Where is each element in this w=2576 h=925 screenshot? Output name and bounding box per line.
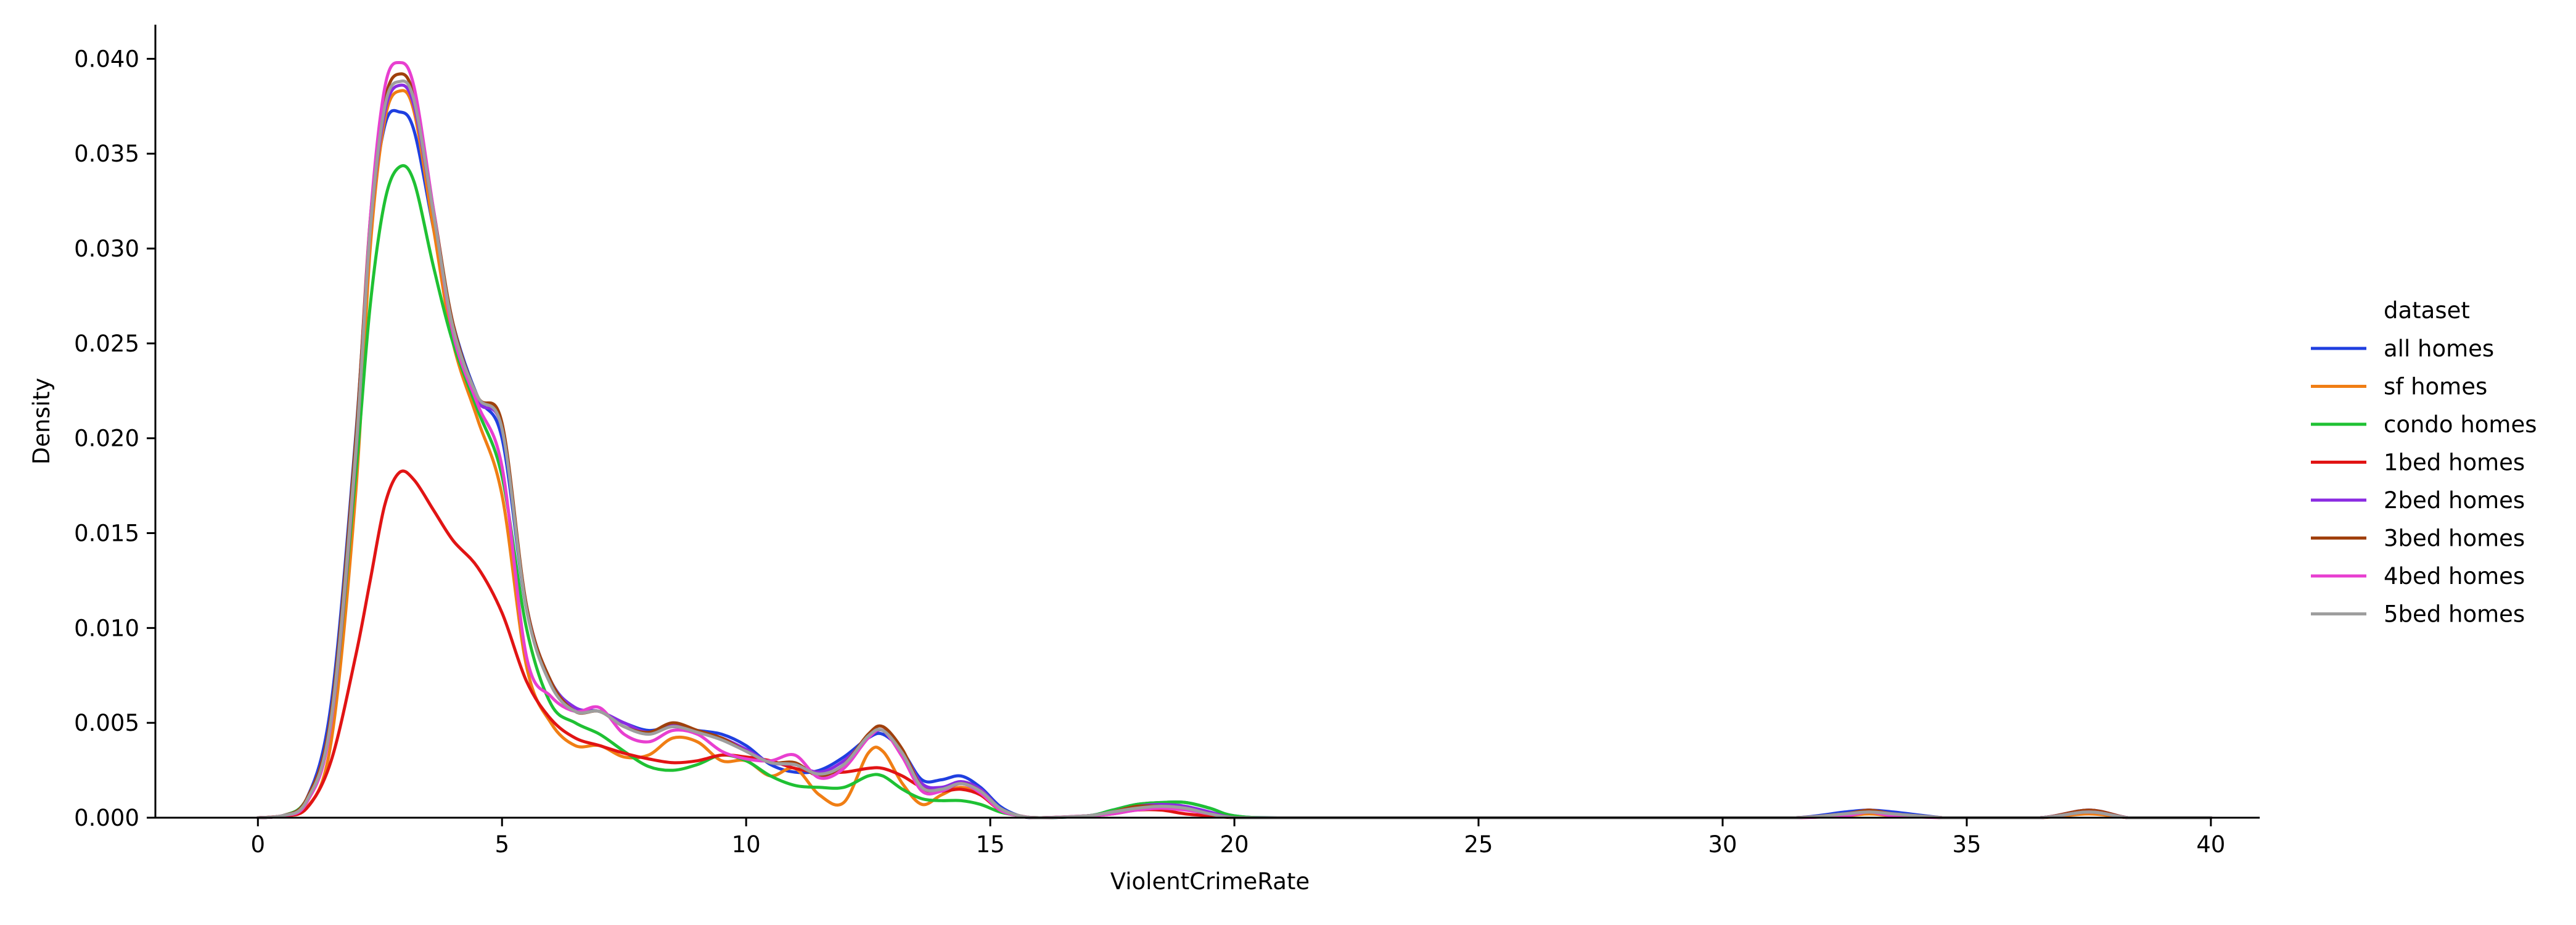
- x-ticks: 0 5 10 15 20 25 30 35 40: [251, 818, 2225, 858]
- y-tick-label: 0.030: [74, 236, 139, 262]
- legend-label: sf homes: [2384, 374, 2487, 400]
- legend-title: dataset: [2384, 297, 2470, 324]
- y-tick-label: 0.040: [74, 46, 139, 72]
- x-tick-label: 5: [494, 831, 509, 858]
- legend-item-sf-homes: sf homes: [2311, 374, 2487, 400]
- series-line-1bed-homes: [256, 469, 2213, 820]
- legend-item-3bed-homes: 3bed homes: [2311, 525, 2525, 552]
- legend-item-5bed-homes: 5bed homes: [2311, 601, 2525, 628]
- x-tick-label: 0: [251, 831, 266, 858]
- legend-item-2bed-homes: 2bed homes: [2311, 487, 2525, 514]
- legend-label: 2bed homes: [2384, 487, 2525, 514]
- legend-item-1bed-homes: 1bed homes: [2311, 450, 2525, 476]
- legend-label: 5bed homes: [2384, 601, 2525, 628]
- x-tick-label: 40: [2196, 831, 2225, 858]
- y-tick-label: 0.000: [74, 805, 139, 831]
- axes: 0 5 10 15 20 25 30 35 40 0.0000.0050.0100.0150.0…: [28, 25, 2260, 895]
- y-tick-label: 0.015: [74, 520, 139, 547]
- legend-item-4bed-homes: 4bed homes: [2311, 563, 2525, 590]
- legend-items: all homes sf homes condo homes 1bed homes 2b…: [2311, 335, 2537, 628]
- x-tick-label: 35: [1952, 831, 1981, 858]
- series-line-2bed-homes: [256, 83, 2213, 820]
- legend-label: all homes: [2384, 335, 2494, 362]
- x-tick-label: 25: [1464, 831, 1493, 858]
- y-axis-title: Density: [28, 378, 55, 465]
- x-axis-title: ViolentCrimeRate: [1110, 868, 1310, 895]
- legend: dataset all homes sf homes condo homes 1bed…: [2311, 297, 2537, 628]
- legend-label: 1bed homes: [2384, 450, 2525, 476]
- legend-label: condo homes: [2384, 411, 2537, 438]
- series-layer: [256, 61, 2213, 820]
- series-line-5bed-homes: [256, 79, 2213, 820]
- y-tick-label: 0.005: [74, 710, 139, 736]
- legend-item-all-homes: all homes: [2311, 335, 2494, 362]
- y-ticks: 0.000 0.005 0.010 0.015 0.020 0.025 0.030 0.035…: [74, 46, 155, 831]
- x-tick-label: 20: [1220, 831, 1249, 858]
- legend-item-condo-homes: condo homes: [2311, 411, 2537, 438]
- y-tick-label: 0.025: [74, 331, 139, 357]
- y-tick-label: 0.020: [74, 426, 139, 452]
- legend-label: 4bed homes: [2384, 563, 2525, 590]
- series-line-sf-homes: [256, 89, 2213, 820]
- series-line-all-homes: [256, 109, 2213, 820]
- x-tick-label: 15: [976, 831, 1005, 858]
- y-tick-label: 0.010: [74, 615, 139, 641]
- x-tick-label: 10: [732, 831, 761, 858]
- x-tick-label: 30: [1708, 831, 1737, 858]
- y-tick-label: 0.035: [74, 141, 139, 167]
- legend-label: 3bed homes: [2384, 525, 2525, 552]
